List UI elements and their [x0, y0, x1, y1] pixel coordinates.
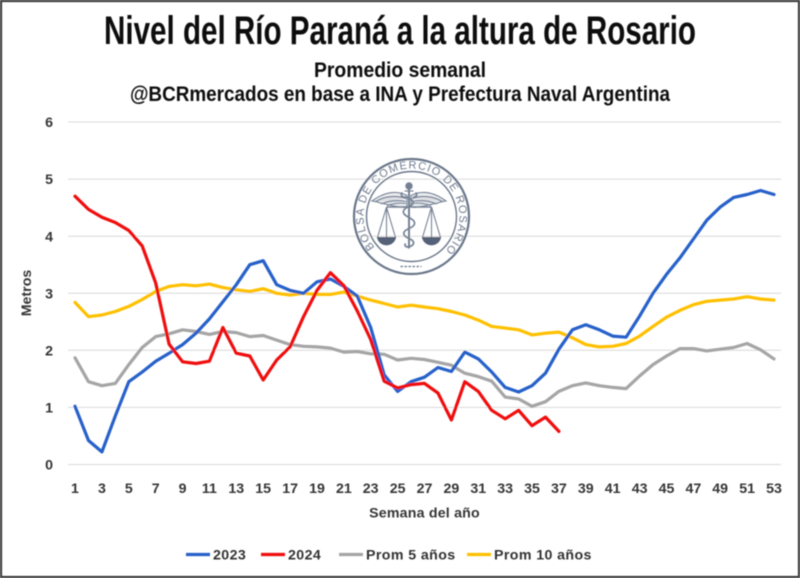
svg-text:37: 37 — [551, 481, 567, 497]
svg-text:3: 3 — [98, 481, 106, 497]
svg-text:17: 17 — [282, 481, 298, 497]
svg-text:45: 45 — [659, 481, 675, 497]
svg-text:1: 1 — [71, 481, 79, 497]
svg-text:Promedio semanal: Promedio semanal — [314, 59, 486, 82]
svg-text:2024: 2024 — [288, 548, 321, 564]
svg-text:Prom 5 años: Prom 5 años — [366, 548, 456, 564]
svg-text:21: 21 — [336, 481, 352, 497]
svg-text:53: 53 — [766, 481, 782, 497]
svg-text:5: 5 — [45, 172, 53, 188]
svg-text:35: 35 — [524, 481, 540, 497]
svg-text:2: 2 — [45, 343, 53, 359]
svg-text:19: 19 — [309, 481, 325, 497]
svg-text:6: 6 — [45, 115, 53, 131]
svg-text:13: 13 — [228, 481, 244, 497]
svg-text:15: 15 — [255, 481, 271, 497]
svg-text:@BCRmercados en base a INA y P: @BCRmercados en base a INA y Prefectura … — [130, 83, 670, 106]
svg-text:Semana del año: Semana del año — [369, 506, 480, 522]
svg-text:4: 4 — [45, 229, 53, 245]
svg-text:0: 0 — [45, 458, 53, 474]
svg-text:39: 39 — [578, 481, 594, 497]
svg-text:2023: 2023 — [213, 548, 246, 564]
svg-text:33: 33 — [497, 481, 513, 497]
svg-text:Nivel del Río Paraná a la altu: Nivel del Río Paraná a la altura de Rosa… — [104, 9, 696, 53]
svg-text:23: 23 — [363, 481, 379, 497]
svg-text:41: 41 — [605, 481, 621, 497]
svg-text:3: 3 — [45, 286, 53, 302]
svg-text:Metros: Metros — [19, 270, 35, 317]
svg-text:25: 25 — [390, 481, 406, 497]
svg-text:49: 49 — [712, 481, 728, 497]
svg-text:47: 47 — [686, 481, 702, 497]
svg-text:11: 11 — [202, 481, 217, 497]
svg-text:29: 29 — [444, 481, 460, 497]
svg-text:27: 27 — [417, 481, 433, 497]
svg-text:Prom 10 años: Prom 10 años — [494, 548, 592, 564]
svg-text:1: 1 — [45, 401, 53, 417]
svg-text:5: 5 — [125, 481, 133, 497]
svg-text:31: 31 — [470, 481, 486, 497]
svg-text:51: 51 — [739, 481, 755, 497]
svg-text:43: 43 — [632, 481, 648, 497]
svg-text:7: 7 — [152, 481, 160, 497]
svg-text:9: 9 — [179, 481, 187, 497]
